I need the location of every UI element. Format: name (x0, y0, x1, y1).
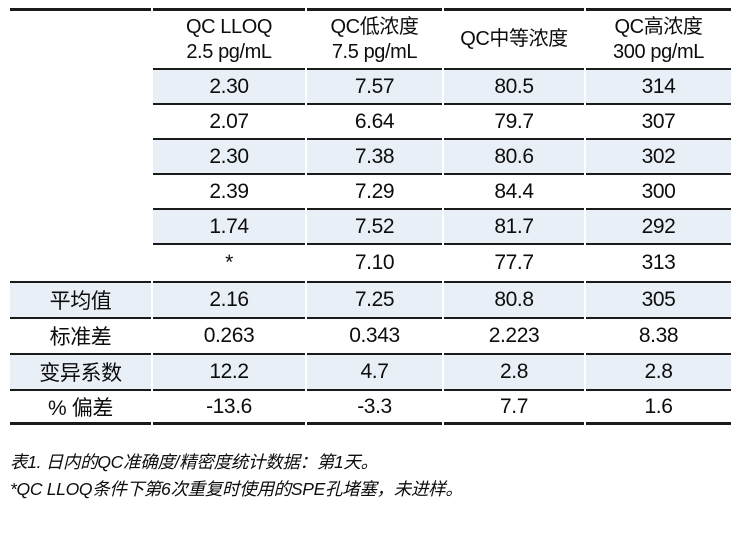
table-body: 2.30 7.57 80.5 314 2.07 6.64 79.7 307 2.… (10, 68, 731, 425)
value-cell: 79.7 (444, 103, 584, 138)
column-concentration: 300 pg/mL (613, 40, 704, 63)
row-label-bias: % 偏差 (10, 389, 151, 425)
value-cell: 313 (586, 243, 731, 281)
table-footnote-asterisk: *QC LLOQ条件下第6次重复时使用的SPE孔堵塞，未进样。 (10, 479, 463, 499)
value-cell-asterisk: * (153, 243, 305, 281)
column-concentration: 2.5 pg/mL (186, 40, 272, 63)
replicate-row-5: 1.74 7.52 81.7 292 (10, 208, 731, 243)
column-header-qc-mid: QC中等浓度 (444, 8, 584, 68)
replicate-row-3: 2.30 7.38 80.6 302 (10, 138, 731, 173)
value-cell: 0.263 (153, 317, 305, 353)
value-cell: 81.7 (444, 208, 584, 243)
value-cell: 2.30 (153, 68, 305, 103)
value-cell: 77.7 (444, 243, 584, 281)
value-cell: 4.7 (307, 353, 442, 389)
value-cell: 7.57 (307, 68, 442, 103)
column-header-rowlabels (10, 8, 151, 68)
value-cell: 7.25 (307, 281, 442, 317)
value-cell: 2.07 (153, 103, 305, 138)
value-cell: 7.7 (444, 389, 584, 425)
summary-row-bias: % 偏差 -13.6 -3.3 7.7 1.6 (10, 389, 731, 425)
row-label-cv: 变异系数 (10, 353, 151, 389)
value-cell: 302 (586, 138, 731, 173)
value-cell: 292 (586, 208, 731, 243)
value-cell: 7.10 (307, 243, 442, 281)
replicate-row-2: 2.07 6.64 79.7 307 (10, 103, 731, 138)
value-cell: 2.8 (586, 353, 731, 389)
value-cell: 2.39 (153, 173, 305, 208)
table-caption: 表1. 日内的QC准确度/精密度统计数据：第1天。 (10, 452, 378, 472)
row-label-cell (10, 68, 151, 103)
value-cell: 7.52 (307, 208, 442, 243)
replicate-row-6: * 7.10 77.7 313 (10, 243, 731, 281)
row-label-cell (10, 208, 151, 243)
column-title: QC LLOQ (185, 15, 273, 38)
column-header-qc-high: QC高浓度 300 pg/mL (586, 8, 731, 68)
value-cell: 2.223 (444, 317, 584, 353)
value-cell: 84.4 (444, 173, 584, 208)
column-header-qc-low: QC低浓度 7.5 pg/mL (307, 8, 442, 68)
value-cell: 8.38 (586, 317, 731, 353)
column-header-qc-lloq: QC LLOQ 2.5 pg/mL (153, 8, 305, 68)
column-title: QC中等浓度 (460, 28, 568, 50)
column-title: QC高浓度 (614, 15, 703, 38)
value-cell: 80.6 (444, 138, 584, 173)
value-cell: 314 (586, 68, 731, 103)
replicate-row-4: 2.39 7.29 84.4 300 (10, 173, 731, 208)
row-label-cell (10, 243, 151, 281)
summary-row-cv: 变异系数 12.2 4.7 2.8 2.8 (10, 353, 731, 389)
column-concentration: 7.5 pg/mL (331, 40, 418, 63)
value-cell: 1.6 (586, 389, 731, 425)
value-cell: 1.74 (153, 208, 305, 243)
value-cell: 6.64 (307, 103, 442, 138)
value-cell: 2.8 (444, 353, 584, 389)
value-cell: -3.3 (307, 389, 442, 425)
column-title: QC低浓度 (330, 15, 419, 38)
value-cell: 80.8 (444, 281, 584, 317)
table-header: QC LLOQ 2.5 pg/mL QC低浓度 7.5 pg/mL QC中等浓度… (10, 8, 731, 68)
replicate-row-1: 2.30 7.57 80.5 314 (10, 68, 731, 103)
value-cell: 305 (586, 281, 731, 317)
value-cell: 7.38 (307, 138, 442, 173)
row-label-mean: 平均值 (10, 281, 151, 317)
value-cell: -13.6 (153, 389, 305, 425)
value-cell: 7.29 (307, 173, 442, 208)
summary-row-sd: 标准差 0.263 0.343 2.223 8.38 (10, 317, 731, 353)
value-cell: 12.2 (153, 353, 305, 389)
qc-statistics-table: QC LLOQ 2.5 pg/mL QC低浓度 7.5 pg/mL QC中等浓度… (8, 8, 733, 425)
value-cell: 300 (586, 173, 731, 208)
row-label-cell (10, 103, 151, 138)
value-cell: 0.343 (307, 317, 442, 353)
row-label-sd: 标准差 (10, 317, 151, 353)
row-label-cell (10, 138, 151, 173)
value-cell: 80.5 (444, 68, 584, 103)
value-cell: 307 (586, 103, 731, 138)
summary-row-mean: 平均值 2.16 7.25 80.8 305 (10, 281, 731, 317)
value-cell: 2.30 (153, 138, 305, 173)
table-footnotes: 表1. 日内的QC准确度/精密度统计数据：第1天。 *QC LLOQ条件下第6次… (10, 449, 463, 503)
header-row: QC LLOQ 2.5 pg/mL QC低浓度 7.5 pg/mL QC中等浓度… (10, 8, 731, 68)
value-cell: 2.16 (153, 281, 305, 317)
row-label-cell (10, 173, 151, 208)
